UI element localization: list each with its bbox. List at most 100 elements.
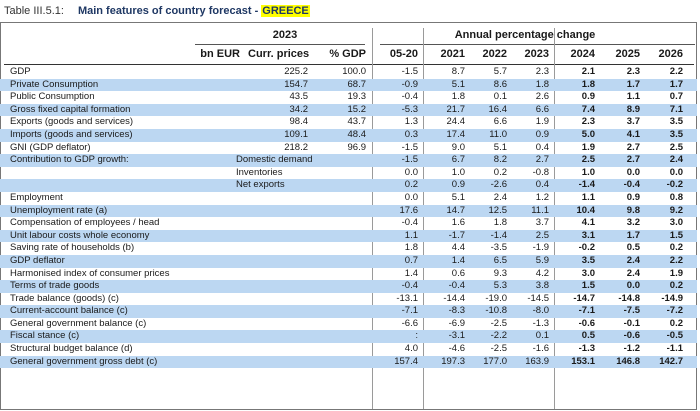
table-cell: 16.4 bbox=[488, 103, 508, 115]
table-cell: 0.0 bbox=[626, 280, 640, 292]
table-cell: 1.0 bbox=[451, 166, 465, 178]
table-cell: -2.5 bbox=[490, 343, 507, 355]
table-cell: 4.0 bbox=[404, 343, 418, 355]
table-cell: -0.4 bbox=[401, 280, 418, 292]
row-label: Employment bbox=[10, 191, 63, 203]
table-cell: 0.1 bbox=[535, 330, 549, 342]
row-label: General government balance (c) bbox=[10, 317, 147, 329]
table-cell: -2.6 bbox=[490, 179, 507, 191]
row-label: Contribution to GDP growth: bbox=[10, 154, 129, 166]
table-cell: 11.1 bbox=[531, 204, 549, 216]
table-cell: 17.6 bbox=[399, 204, 419, 216]
table-cell: 34.2 bbox=[289, 103, 309, 115]
table-cell: 153.1 bbox=[571, 355, 595, 367]
table-cell: 3.2 bbox=[626, 217, 640, 229]
table-cell: 5.9 bbox=[535, 254, 549, 266]
table-cell: 1.8 bbox=[493, 217, 507, 229]
table-cell: 24.4 bbox=[446, 116, 466, 128]
table-cell: 1.9 bbox=[535, 116, 549, 128]
table-cell: 1.0 bbox=[581, 166, 595, 178]
table-cell: 4.1 bbox=[626, 128, 640, 140]
row-label: Harmonised index of consumer prices bbox=[10, 267, 170, 279]
table-cell: 100.0 bbox=[342, 66, 366, 77]
table-cell: -1.5 bbox=[401, 141, 418, 153]
table-row: Imports (goods and services) 109.1 48.4 0.3… bbox=[0, 128, 697, 142]
table-cell: -2.2 bbox=[490, 330, 507, 342]
table-row: Harmonised index of consumer prices 1.4 0.… bbox=[0, 268, 697, 281]
table-cell: 1.5 bbox=[669, 229, 683, 241]
table-row: GDP deflator 0.7 1.4 6.5 5.9 3.5 2.4 2.2 bbox=[0, 254, 697, 268]
table-row: Gross fixed capital formation 34.2 15.2 -5.… bbox=[0, 103, 697, 117]
row-label: General government gross debt (c) bbox=[10, 355, 158, 367]
table-cell: -1.9 bbox=[532, 242, 549, 254]
table-cell: 1.4 bbox=[451, 254, 465, 266]
table-cell: 4.1 bbox=[581, 217, 595, 229]
table-cell: 6.5 bbox=[493, 254, 507, 266]
table-cell: -1.3 bbox=[578, 343, 595, 355]
table-cell: -4.6 bbox=[448, 343, 465, 355]
table-cell: 96.9 bbox=[347, 141, 367, 153]
table-row: Private Consumption 154.7 68.7 -0.9 5.1 8.6 1.… bbox=[0, 78, 697, 92]
table-cell: 0.7 bbox=[669, 91, 683, 103]
row-label: Unemployment rate (a) bbox=[10, 204, 108, 216]
table-row: Current-account balance (c) -7.1 -8.3 -10.8… bbox=[0, 305, 697, 318]
table-cell: 3.5 bbox=[581, 254, 595, 266]
table-cell: 6.6 bbox=[535, 103, 549, 115]
table-cell: 48.4 bbox=[347, 128, 367, 140]
row-label: Fiscal stance (c) bbox=[10, 330, 80, 342]
table-cell: 8.7 bbox=[451, 66, 465, 77]
table-cell: -1.5 bbox=[401, 154, 418, 166]
table-cell: 7.4 bbox=[581, 103, 595, 115]
table-cell: 218.2 bbox=[284, 141, 308, 153]
table-cell: 0.9 bbox=[535, 128, 549, 140]
table-cell: 5.0 bbox=[581, 128, 595, 140]
table-cell: -8.0 bbox=[532, 305, 549, 317]
table-row: Public Consumption 43.5 19.3 -0.4 1.8 0.1 2.6 0… bbox=[0, 91, 697, 104]
column-separator bbox=[372, 28, 373, 409]
table-row: GNI (GDP deflator) 218.2 96.9 -1.5 9.0 5.1 0.4… bbox=[0, 142, 697, 155]
table-cell: 3.0 bbox=[581, 267, 595, 279]
bn-eur-header: bn EUR bbox=[200, 48, 240, 60]
table-cell: 17.4 bbox=[446, 128, 466, 140]
table-cell: 3.0 bbox=[669, 217, 683, 229]
table-cell: 0.6 bbox=[451, 267, 465, 279]
year-header: 2026 bbox=[658, 48, 683, 60]
year-header: 2024 bbox=[570, 48, 595, 60]
table-cell: 1.9 bbox=[669, 267, 683, 279]
table-cell: 3.7 bbox=[535, 217, 549, 229]
table-cell: -0.4 bbox=[448, 280, 465, 292]
table-cell: -0.4 bbox=[623, 179, 640, 191]
table-cell: 0.1 bbox=[493, 91, 507, 103]
row-sublabel: Inventories bbox=[236, 166, 283, 178]
table-cell: 0.0 bbox=[669, 166, 683, 178]
table-cell: 197.3 bbox=[441, 355, 465, 367]
table-cell: 2.4 bbox=[493, 191, 507, 203]
table-number: Table III.5.1: bbox=[4, 5, 64, 17]
table-cell: 5.1 bbox=[493, 141, 507, 153]
table-cell: 3.1 bbox=[581, 229, 595, 241]
table-cell: 1.7 bbox=[626, 229, 640, 241]
table-cell: 5.7 bbox=[493, 66, 507, 77]
table-cell: 1.1 bbox=[581, 191, 595, 203]
table-title: Table III.5.1: Main features of country … bbox=[4, 2, 310, 20]
row-label: Saving rate of households (b) bbox=[10, 242, 135, 254]
table-cell: -19.0 bbox=[485, 292, 507, 304]
table-cell: 43.5 bbox=[289, 91, 309, 103]
table-cell: 8.9 bbox=[626, 103, 640, 115]
table-cell: -8.3 bbox=[448, 305, 465, 317]
table-cell: -0.4 bbox=[401, 217, 418, 229]
table-cell: -1.4 bbox=[490, 229, 507, 241]
table-cell: 8.2 bbox=[493, 154, 507, 166]
table-cell: 6.6 bbox=[493, 116, 507, 128]
table-cell: 14.7 bbox=[446, 204, 466, 216]
table-cell: 1.8 bbox=[404, 242, 418, 254]
curr-prices-header: Curr. prices bbox=[248, 48, 310, 60]
table-cell: 3.7 bbox=[626, 116, 640, 128]
table-cell: 0.9 bbox=[626, 191, 640, 203]
table-cell: 21.7 bbox=[446, 103, 466, 115]
table-row: Fiscal stance (c): -3.1 -2.2 0.1 0.5 -0.6 -0.5 bbox=[0, 330, 697, 344]
table-cell: 98.4 bbox=[289, 116, 309, 128]
table-row: Unemployment rate (a) 17.6 14.7 12.5 11.1 10.… bbox=[0, 204, 697, 218]
forecast-table-body: GDP 225.2 100.0 -1.5 8.7 5.7 2.3 2.1 2.3 2.2 Priva… bbox=[0, 66, 697, 369]
table-cell: 19.3 bbox=[347, 91, 367, 103]
